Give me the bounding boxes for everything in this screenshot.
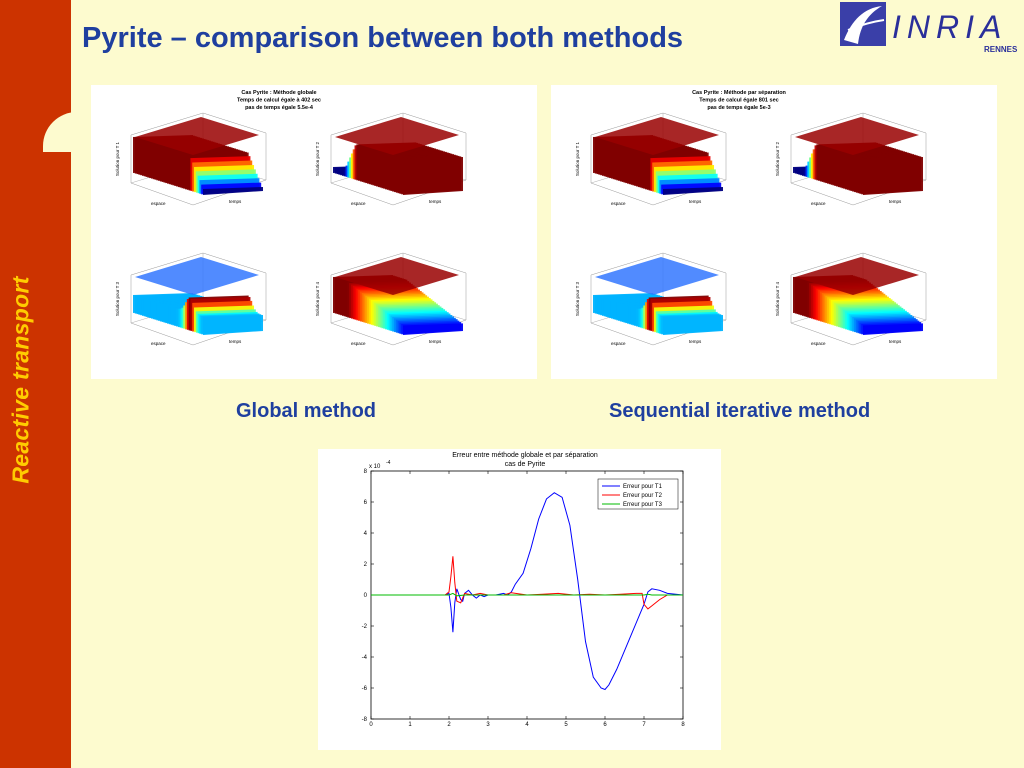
- surface-subplot-3: Solution pour T 3 espace temps: [575, 252, 727, 346]
- y-tick-label: 8: [364, 469, 368, 475]
- inria-logo: INRIA RENNES: [838, 0, 1024, 56]
- slide-title: Pyrite – comparison between both methods: [82, 22, 684, 54]
- espace-label: espace: [351, 201, 366, 206]
- chart-title: Erreur entre méthode globale et par sépa…: [452, 452, 598, 459]
- surface-subplot-4: Solution pour T 4 espace temps: [775, 252, 927, 346]
- surface-subplot-2: Solution pour T 2 espace temps: [315, 112, 467, 206]
- subplot-axis-label: Solution pour T 4: [315, 281, 320, 316]
- series-line-3: [371, 592, 683, 597]
- subplot-axis-label: Solution pour T 3: [115, 281, 120, 316]
- figure-title-line: Cas Pyrite : Méthode par séparation: [692, 90, 786, 96]
- y-tick-label: -2: [362, 624, 368, 630]
- caption-global-method: Global method: [236, 400, 376, 422]
- y-tick-label: 0: [364, 593, 368, 599]
- surface-subplot-1: Solution pour T 1 espace temps: [115, 112, 267, 206]
- figure-title-line: Temps de calcul égale à 402 sec: [237, 98, 321, 104]
- y-tick-label: 2: [364, 562, 368, 568]
- espace-label: espace: [351, 341, 366, 346]
- logo-text: INRIA: [892, 9, 1007, 45]
- legend-entry: Erreur pour T1: [623, 484, 663, 490]
- espace-label: espace: [151, 341, 166, 346]
- y-tick-label: 4: [364, 531, 368, 537]
- y-multiplier: x 10: [369, 464, 381, 470]
- series-line-1: [371, 492, 684, 691]
- global-method-figure: Cas Pyrite : Méthode globale Temps de cal…: [91, 85, 537, 379]
- y-tick-label: -4: [362, 655, 368, 661]
- y-tick-label: -8: [362, 717, 368, 723]
- figure-title-line: pas de temps égale 5e-3: [707, 105, 770, 111]
- temps-label: temps: [229, 199, 242, 204]
- surface-subplot-1: Solution pour T 1 espace temps: [575, 112, 727, 206]
- x-tick-label: 8: [681, 722, 685, 728]
- error-chart: Erreur entre méthode globale et par sépa…: [318, 449, 721, 750]
- subplot-axis-label: Solution pour T 2: [315, 141, 320, 176]
- x-tick-label: 4: [525, 722, 529, 728]
- y-exponent: -4: [386, 460, 391, 466]
- legend-entry: Erreur pour T2: [623, 493, 663, 499]
- sidebar-band: [0, 0, 43, 768]
- subplot-axis-label: Solution pour T 1: [575, 141, 580, 176]
- espace-label: espace: [811, 201, 826, 206]
- temps-label: temps: [889, 199, 902, 204]
- espace-label: espace: [611, 341, 626, 346]
- surface-subplot-3: Solution pour T 3 espace temps: [115, 252, 267, 346]
- figure-title-line: pas de temps égale 5.5e-4: [245, 105, 314, 111]
- x-tick-label: 6: [603, 722, 607, 728]
- logo-subtext: RENNES: [984, 45, 1018, 54]
- espace-label: espace: [151, 201, 166, 206]
- y-tick-label: 6: [364, 500, 368, 506]
- x-tick-label: 3: [486, 722, 490, 728]
- chart-subtitle: cas de Pyrite: [505, 461, 546, 468]
- sequential-method-figure: Cas Pyrite : Méthode par séparation Temps…: [551, 85, 997, 379]
- espace-label: espace: [811, 341, 826, 346]
- surface-subplot-4: Solution pour T 4 espace temps: [315, 252, 467, 346]
- subplot-axis-label: Solution pour T 3: [575, 281, 580, 316]
- figure-title-line: Temps de calcul égale 801 sec: [699, 98, 778, 104]
- legend-entry: Erreur pour T3: [623, 502, 663, 508]
- temps-label: temps: [889, 339, 902, 344]
- x-tick-label: 1: [408, 722, 412, 728]
- sidebar-curve-band: [43, 112, 71, 768]
- espace-label: espace: [611, 201, 626, 206]
- caption-sequential-method: Sequential iterative method: [609, 400, 871, 422]
- temps-label: temps: [429, 199, 442, 204]
- temps-label: temps: [429, 339, 442, 344]
- x-tick-label: 5: [564, 722, 568, 728]
- y-tick-label: -6: [362, 686, 368, 692]
- subplot-axis-label: Solution pour T 1: [115, 141, 120, 176]
- temps-label: temps: [689, 339, 702, 344]
- x-tick-label: 7: [642, 722, 646, 728]
- sidebar-label: Reactive transport: [7, 276, 34, 484]
- subplot-axis-label: Solution pour T 4: [775, 281, 780, 316]
- temps-label: temps: [229, 339, 242, 344]
- surface-subplot-2: Solution pour T 2 espace temps: [775, 112, 927, 206]
- temps-label: temps: [689, 199, 702, 204]
- x-tick-label: 0: [369, 722, 373, 728]
- figure-title-line: Cas Pyrite : Méthode globale: [241, 90, 316, 96]
- subplot-axis-label: Solution pour T 2: [775, 141, 780, 176]
- x-tick-label: 2: [447, 722, 451, 728]
